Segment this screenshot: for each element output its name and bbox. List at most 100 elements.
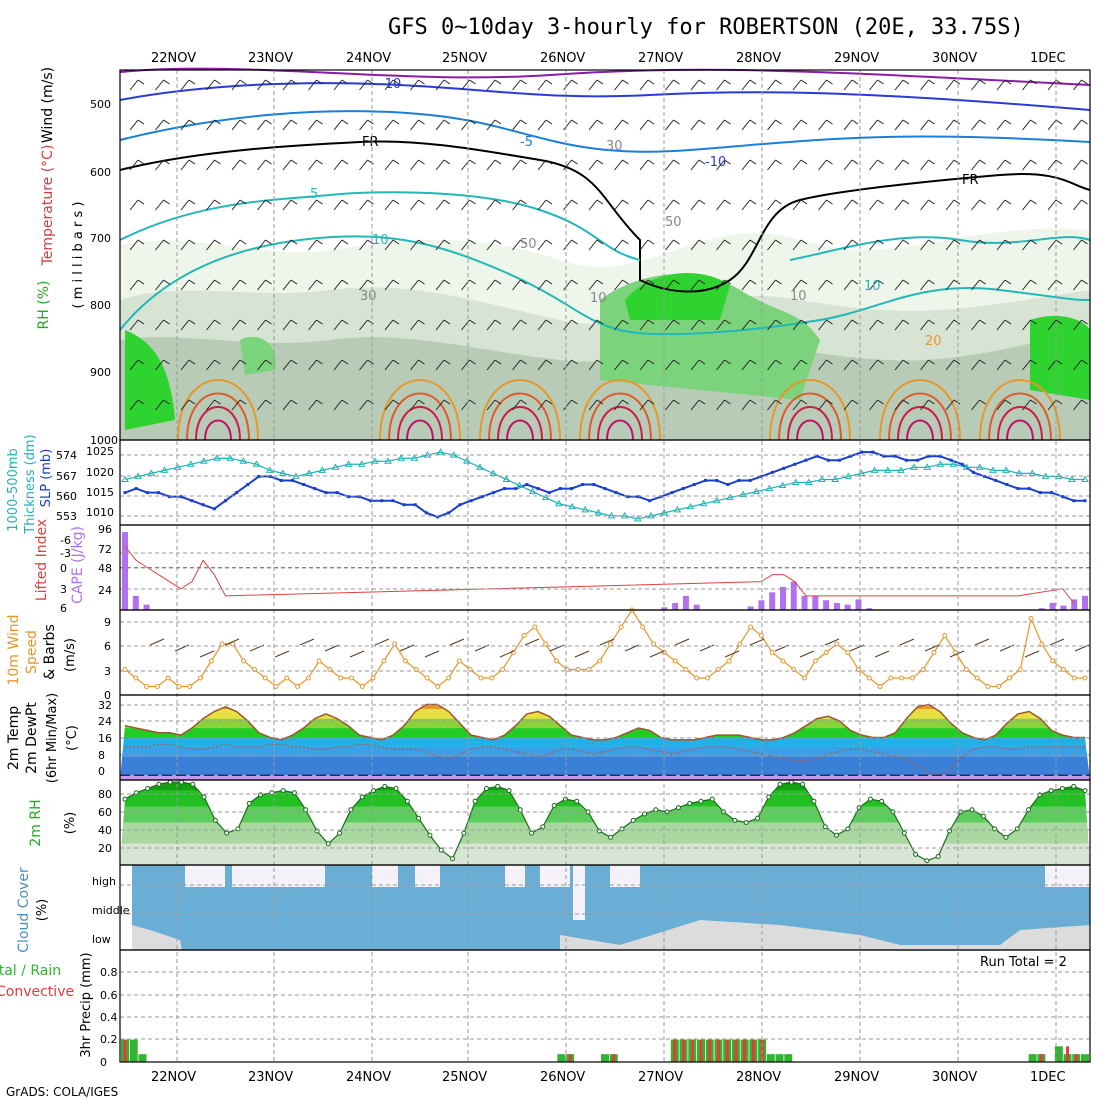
wind-barb [971,79,980,91]
temp-contour-4-3 [796,419,824,441]
wind-speed-point [607,641,613,647]
wind-barb-flag [749,279,757,285]
wind-barb [843,359,853,371]
wind-barb-flag [953,359,961,365]
wind-barb-flag [1030,399,1037,405]
wind-barb-flag [902,239,910,245]
wind-barb-flag [163,159,170,165]
wind-barb-flag [443,119,451,125]
wind-speed-point [305,675,311,681]
wind-barb [524,638,540,646]
slp-point [313,487,317,491]
wind-barb-flag [520,279,527,285]
wind-speed-point [651,641,657,647]
pressure-tick: 500 [90,98,111,111]
precip-tick: 0.4 [100,1011,118,1024]
wind-barb [649,650,665,658]
wind-barb [537,399,547,411]
wind-barb-flag [749,319,757,325]
wind-barb [996,239,1006,251]
slp-point [1027,487,1031,491]
wind-barb-flag [290,319,298,325]
thickness-point [1081,475,1089,482]
precip-total-label: Total / Rain [0,963,61,979]
wind-barb [665,79,674,91]
wind-barb-flag [877,159,884,165]
wind-barb [945,159,955,171]
wind-barb [971,279,980,291]
wind-barb-flag [673,199,680,205]
wind-speed-point [187,684,193,689]
wind-barb [563,399,572,411]
thickness-point [278,469,287,476]
cape-bar [693,604,700,610]
li-tick: 3 [60,583,67,596]
wind-barb [971,359,980,371]
wind-barb-flag [749,199,757,205]
wind-barb [435,79,445,91]
wind-barb [333,79,343,91]
contour-label: 5 [310,187,318,202]
temp-contour-2-1 [488,392,552,441]
wind-barb [792,119,802,131]
wind-barb-flag [469,399,476,405]
wind-barb-flag [392,199,400,205]
wind-barb-flag [902,279,910,285]
thickness-point [186,460,195,467]
wind-barb-flag [851,279,859,285]
wind-barb [690,119,700,131]
wind-barb [435,119,445,131]
li-tick: 6 [60,602,67,615]
slp-frame [119,439,1091,526]
wind-speed-point [198,675,204,681]
wind-barb [410,319,419,331]
wind-speed-point [392,641,398,647]
precip-conv-bar [673,1039,677,1062]
wind-barb-flag [826,359,833,365]
slp-point [737,478,741,482]
wind-barb-flag [724,319,731,325]
wind-barb-flag [520,199,527,205]
wind-barb-flag [214,279,221,285]
wind-barb-flag [953,319,961,325]
slp-point [123,491,127,495]
wind-speed-point [618,624,624,630]
date-label-top: 1DEC [1030,51,1066,66]
wind-barb-flag [214,119,221,125]
cape-bar [855,599,862,610]
rh-point [529,830,535,836]
wind-barb-flag [749,79,757,85]
thickness-point [226,454,235,461]
temp-contour-1-2 [397,406,443,441]
cape-bar [1082,595,1088,610]
wind-label-4: (m/s) [63,638,78,672]
cape-bar [779,586,786,610]
wind-barb-flag [469,199,476,205]
slp-point [357,495,361,499]
wind-speed-point [909,675,915,681]
wind-barb-flag [622,79,629,85]
wind-barb [996,159,1006,171]
temp-tick: 0 [98,765,105,778]
rh-point [178,779,184,785]
wind-barb-flag [214,359,221,365]
rh-point [235,826,241,832]
rh2m-panel [120,779,1090,865]
wind-barb-flag [163,79,170,85]
wind-barb-flag [622,359,629,365]
wind-barb [996,359,1006,371]
cape-bar [661,607,668,610]
wind-barb-flag [1030,79,1037,85]
precip-total-bar [138,1054,147,1062]
precip-total-bar [129,1039,138,1062]
wind-barb [512,79,521,91]
temp-contour-0-2 [195,406,241,441]
wind-speed-point [446,675,452,681]
wind-barb [435,399,445,411]
slp-point [871,450,875,454]
wind-barb [724,650,740,658]
thickness-point [989,466,997,473]
slp-point [1050,491,1054,495]
rh-point [834,832,840,838]
li-line [124,545,1075,604]
